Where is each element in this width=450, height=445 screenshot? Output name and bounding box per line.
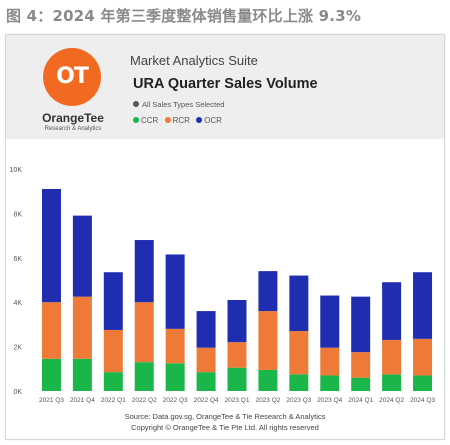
x-tick-label: 2024 Q2: [379, 397, 404, 404]
bar-ocr: [289, 275, 309, 332]
bar-ccr: [258, 369, 278, 391]
stacked-bar-chart: 0K 2K 4K 6K 8K 10K 2021 Q3 2021 Q4 2022 Q1 2022 Q…: [10, 167, 436, 404]
bar-rcr: [134, 302, 154, 363]
bar-ccr: [41, 358, 61, 391]
copyright-line: Copyright © OrangeTee & Tie Pte Ltd. All…: [131, 423, 319, 432]
source-line: Source: Data.gov.sg, OrangeTee & Tie Res…: [124, 412, 326, 421]
legend-swatch-ccr-icon: [133, 117, 139, 123]
y-tick-label: 10K: [10, 167, 23, 174]
legend-label-ccr: CCR: [141, 116, 159, 125]
bar-rcr: [320, 347, 340, 376]
figure-caption: 图 4：2024 年第三季度整体销售量环比上涨 9.3%: [6, 7, 362, 25]
x-tick-label: 2022 Q3: [163, 397, 188, 404]
bar-rcr: [382, 339, 402, 375]
x-tick-label: 2023 Q2: [255, 397, 280, 404]
bar-rcr: [289, 331, 309, 375]
bar-ccr: [103, 372, 123, 391]
bar-ocr: [196, 311, 216, 348]
brand-name: OrangeTee: [42, 111, 104, 125]
x-tick-label: 2023 Q1: [225, 397, 250, 404]
filter-label: All Sales Types Selected: [142, 100, 225, 109]
bar-rcr: [103, 329, 123, 373]
y-tick-label: 4K: [13, 300, 22, 307]
legend-swatch-rcr-icon: [164, 117, 171, 123]
bar-rcr: [41, 302, 61, 359]
bar-ocr: [413, 272, 433, 339]
bar-ocr: [227, 299, 247, 343]
bar-ccr: [196, 372, 216, 391]
x-tick-label: 2024 Q1: [348, 397, 373, 404]
y-tick-label: 2K: [13, 345, 22, 352]
bar-ocr: [165, 254, 185, 329]
y-tick-label: 8K: [13, 211, 22, 218]
bar-ocr: [258, 271, 278, 312]
bar-rcr: [351, 352, 371, 378]
bar-ocr: [134, 240, 154, 303]
bar-ocr: [382, 282, 402, 340]
y-tick-label: 0K: [13, 389, 22, 396]
bar-ccr: [165, 363, 185, 391]
chart-legend: CCR RCR OCR: [133, 116, 226, 125]
bar-rcr: [258, 311, 278, 370]
bar-ccr: [289, 374, 309, 391]
bar-rcr: [227, 342, 247, 368]
bar-ccr: [413, 375, 433, 391]
x-tick-label: 2022 Q2: [132, 397, 157, 404]
legend-label-ocr: OCR: [204, 116, 222, 125]
bar-ccr: [382, 374, 402, 391]
dashboard-header: OT OrangeTee Research & Analytics Market…: [6, 35, 444, 139]
x-tick-label: 2024 Q3: [410, 397, 435, 404]
x-tick-label: 2022 Q4: [194, 397, 219, 404]
bar-rcr: [196, 347, 216, 373]
source-note: Source: Data.gov.sg, OrangeTee & Tie Res…: [6, 411, 444, 433]
bar-ocr: [72, 215, 92, 297]
bar-ccr: [227, 367, 247, 391]
x-tick-label: 2021 Q4: [70, 397, 95, 404]
bar-ccr: [134, 362, 154, 391]
sales-type-filter[interactable]: All Sales Types Selected: [133, 100, 224, 109]
bar-ccr: [72, 358, 92, 391]
x-tick-label: 2023 Q3: [286, 397, 311, 404]
bar-ccr: [351, 377, 371, 391]
chart-title: URA Quarter Sales Volume: [133, 76, 318, 92]
legend-item-rcr[interactable]: RCR: [164, 116, 190, 125]
y-tick-label: 6K: [13, 256, 22, 263]
x-tick-label: 2021 Q3: [39, 397, 64, 404]
app-title: Market Analytics Suite: [130, 53, 258, 68]
bar-ocr: [351, 296, 371, 353]
x-tick-label: 2023 Q4: [317, 397, 342, 404]
legend-label-rcr: RCR: [172, 116, 190, 125]
legend-item-ccr[interactable]: CCR: [133, 116, 158, 125]
filter-dot-icon: [133, 101, 139, 107]
bar-rcr: [165, 328, 185, 364]
bar-ocr: [320, 295, 340, 348]
bar-ocr: [103, 272, 123, 330]
orangetee-logo-icon: OT: [43, 48, 101, 106]
bar-rcr: [72, 296, 92, 359]
x-tick-label: 2022 Q1: [101, 397, 126, 404]
logo-text: OT: [56, 64, 89, 89]
dashboard-card: OT OrangeTee Research & Analytics Market…: [5, 34, 445, 440]
legend-swatch-ocr-icon: [196, 117, 203, 123]
bar-rcr: [413, 338, 433, 376]
legend-item-ocr[interactable]: OCR: [196, 116, 222, 125]
brand-subtitle: Research & Analytics: [44, 126, 102, 132]
bar-ccr: [320, 375, 340, 391]
bar-ocr: [41, 188, 61, 303]
